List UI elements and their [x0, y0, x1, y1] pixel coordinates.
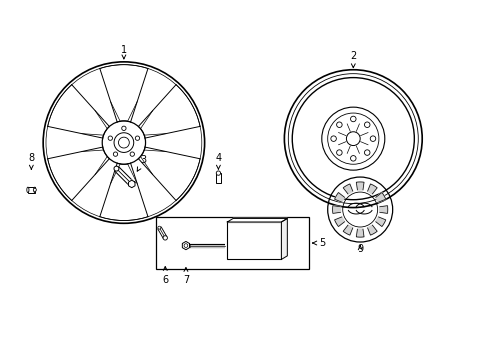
Bar	[28, 187, 35, 193]
Polygon shape	[375, 193, 385, 202]
Bar	[156, 217, 308, 269]
Bar	[227, 222, 281, 260]
Polygon shape	[182, 242, 189, 250]
Bar	[215, 173, 221, 183]
Polygon shape	[334, 193, 344, 202]
Text: 7: 7	[183, 267, 189, 284]
Polygon shape	[379, 206, 387, 213]
Polygon shape	[343, 184, 352, 194]
Polygon shape	[356, 229, 363, 237]
Ellipse shape	[27, 187, 29, 193]
Text: 8: 8	[28, 153, 34, 169]
Ellipse shape	[34, 187, 36, 193]
Text: 3: 3	[137, 155, 146, 171]
Text: 5: 5	[312, 238, 325, 248]
Text: 4: 4	[215, 153, 221, 169]
Circle shape	[216, 171, 220, 175]
Polygon shape	[332, 206, 340, 213]
Text: 6: 6	[162, 266, 168, 284]
Polygon shape	[367, 225, 376, 235]
Text: 2: 2	[349, 51, 356, 68]
Polygon shape	[128, 180, 135, 188]
Circle shape	[33, 188, 36, 192]
Polygon shape	[367, 184, 376, 194]
Circle shape	[158, 226, 161, 229]
Polygon shape	[356, 182, 363, 190]
Polygon shape	[375, 217, 385, 226]
Polygon shape	[343, 225, 352, 235]
Polygon shape	[334, 217, 344, 226]
Text: 1: 1	[121, 45, 127, 59]
Polygon shape	[281, 219, 287, 260]
Circle shape	[114, 166, 119, 171]
Circle shape	[163, 236, 167, 240]
Polygon shape	[227, 219, 287, 222]
Text: 9: 9	[356, 244, 363, 254]
